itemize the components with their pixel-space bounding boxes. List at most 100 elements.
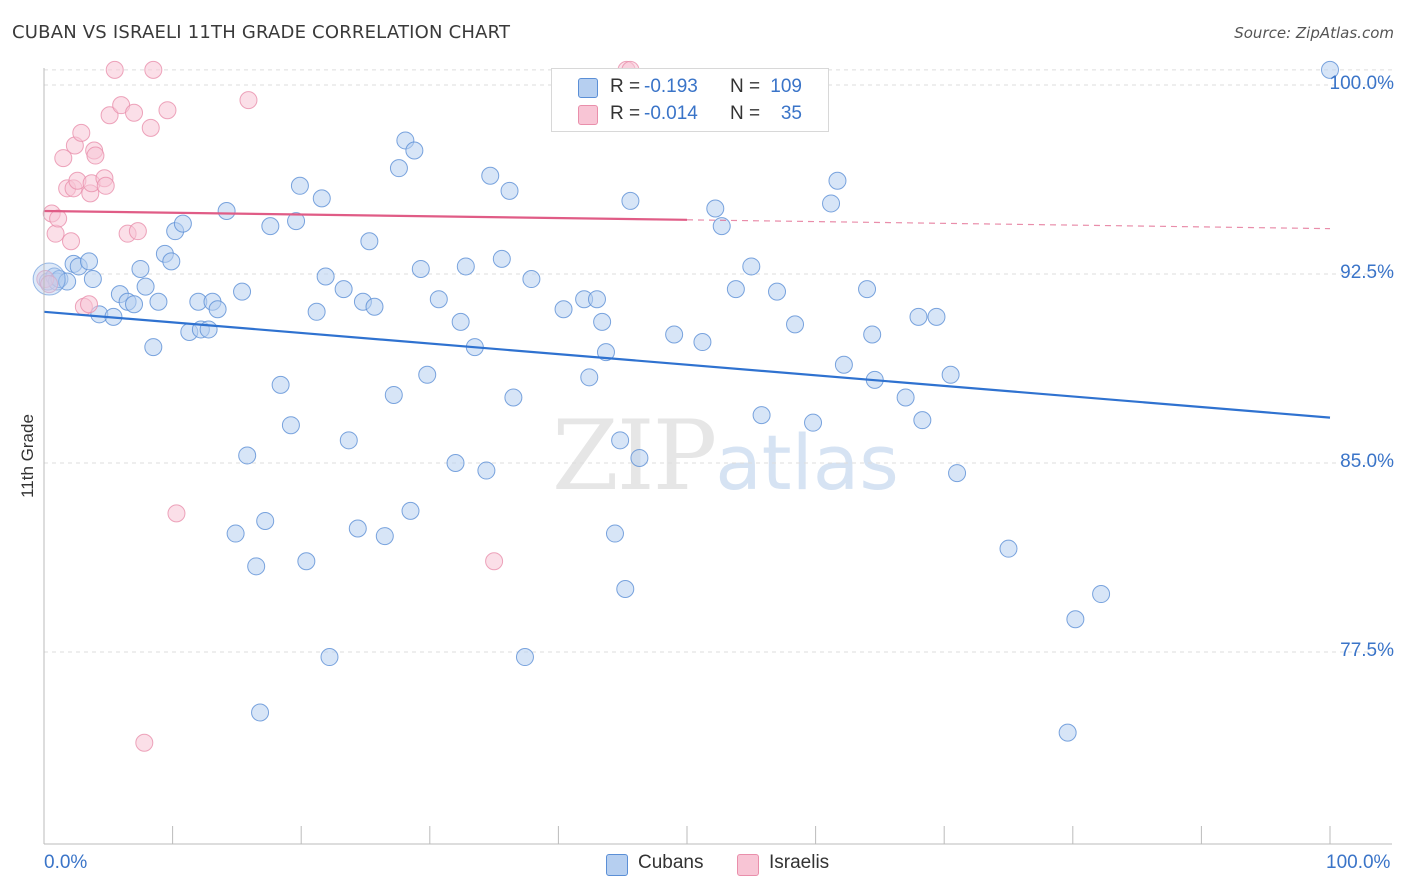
cubans-point — [162, 252, 181, 271]
cubans-point — [522, 270, 541, 289]
chart-title: CUBAN VS ISRAELI 11TH GRADE CORRELATION … — [12, 22, 511, 43]
cubans-trend-line — [43, 310, 1331, 419]
israelis-point — [46, 224, 65, 243]
cubans-point — [828, 171, 847, 190]
cubans-point — [261, 217, 280, 236]
cubans-point — [360, 232, 379, 251]
series-legend: Cubans Israelis — [0, 852, 1406, 876]
cubans-point — [316, 267, 335, 286]
x-tick-label-max: 100.0% — [1326, 852, 1391, 873]
cubans-point — [822, 194, 841, 213]
cubans-point — [858, 280, 877, 299]
cubans-point — [451, 312, 470, 331]
n-label: N = — [730, 103, 761, 124]
israelis-point — [144, 60, 163, 79]
cubans-point — [446, 454, 465, 472]
cubans-point — [418, 365, 437, 384]
cubans-point — [768, 282, 787, 301]
cubans-point — [693, 333, 712, 352]
stats-legend: R = -0.193 N = 109 R = -0.014 N = 35 — [551, 68, 829, 132]
cubans-point — [429, 290, 448, 309]
israelis-point — [239, 91, 258, 110]
cubans-point — [1066, 610, 1085, 629]
cubans-point — [281, 416, 300, 435]
r-label: R = — [610, 103, 641, 124]
cubans-point — [896, 388, 915, 407]
cubans-point — [290, 176, 309, 195]
cubans-point — [287, 212, 306, 231]
cubans-point — [481, 166, 500, 185]
r-value: -0.193 — [644, 76, 698, 97]
cubans-point — [256, 511, 275, 530]
cubans-point — [630, 448, 649, 467]
cubans-point — [58, 272, 77, 291]
x-tick-label-min: 0.0% — [44, 852, 88, 873]
cubans-point — [339, 431, 358, 450]
israelis-point — [72, 123, 91, 142]
cubans-point — [348, 519, 367, 538]
israelis-point — [135, 733, 154, 752]
cubans-point — [909, 307, 928, 326]
r-value: -0.014 — [644, 103, 698, 124]
cubans-point — [238, 446, 257, 465]
cubans-point — [384, 385, 403, 404]
israelis-point — [105, 60, 124, 79]
n-label: N = — [730, 76, 761, 97]
cubans-point — [665, 325, 684, 344]
cubans-point — [1058, 723, 1077, 742]
cubans-point — [786, 315, 805, 334]
cubans-point — [515, 648, 534, 667]
israelis-point — [141, 118, 160, 137]
stats-row-israelis: R = -0.014 N = 35 — [552, 101, 828, 129]
cubans-point — [199, 320, 218, 339]
cubans-point — [834, 355, 853, 374]
cubans-point — [247, 557, 266, 576]
y-tick-label: 100.0% — [1329, 73, 1394, 94]
israelis-point — [40, 275, 59, 294]
israelis-point — [158, 101, 177, 120]
cubans-point — [596, 343, 615, 362]
cubans-point — [365, 297, 384, 316]
n-value: 35 — [780, 103, 802, 124]
cubans-point — [297, 552, 316, 571]
israelis-point — [80, 295, 99, 314]
cubans-point — [251, 703, 270, 722]
cubans-point — [621, 191, 640, 210]
cubans-point — [752, 406, 771, 425]
y-tick-label: 85.0% — [1340, 451, 1394, 472]
cubans-point — [389, 159, 408, 178]
cubans-point — [1092, 585, 1111, 604]
y-tick-label: 77.5% — [1340, 640, 1394, 661]
cubans-point — [500, 181, 519, 200]
israelis-point — [62, 232, 81, 251]
cubans-cluster-point — [32, 262, 66, 296]
cubans-point — [208, 300, 227, 319]
cubans-point — [411, 259, 430, 278]
cubans-point — [136, 277, 155, 296]
cubans-point — [1321, 60, 1339, 79]
legend-label-israelis: Israelis — [769, 852, 830, 873]
cubans-point — [742, 257, 761, 276]
cubans-point — [580, 368, 599, 387]
y-tick-label: 92.5% — [1340, 262, 1394, 283]
cubans-point — [726, 280, 745, 299]
n-value: 109 — [770, 76, 802, 97]
cubans-swatch — [578, 78, 598, 98]
cubans-point — [226, 524, 245, 543]
cubans-point — [320, 648, 339, 667]
cubans-point — [173, 214, 192, 233]
cubans-point — [312, 189, 331, 208]
cubans-point — [492, 249, 511, 268]
cubans-point — [217, 202, 236, 220]
cubans-point — [83, 270, 102, 289]
israelis-point — [49, 209, 68, 228]
r-label: R = — [610, 76, 641, 97]
cubans-point — [80, 252, 99, 271]
cubans-point — [504, 388, 523, 407]
cubans-point — [456, 257, 475, 276]
israelis-point — [86, 146, 105, 165]
israelis-point — [167, 504, 186, 523]
israelis-point — [96, 176, 115, 195]
cubans-point — [405, 141, 424, 160]
legend-label-cubans: Cubans — [638, 852, 704, 873]
